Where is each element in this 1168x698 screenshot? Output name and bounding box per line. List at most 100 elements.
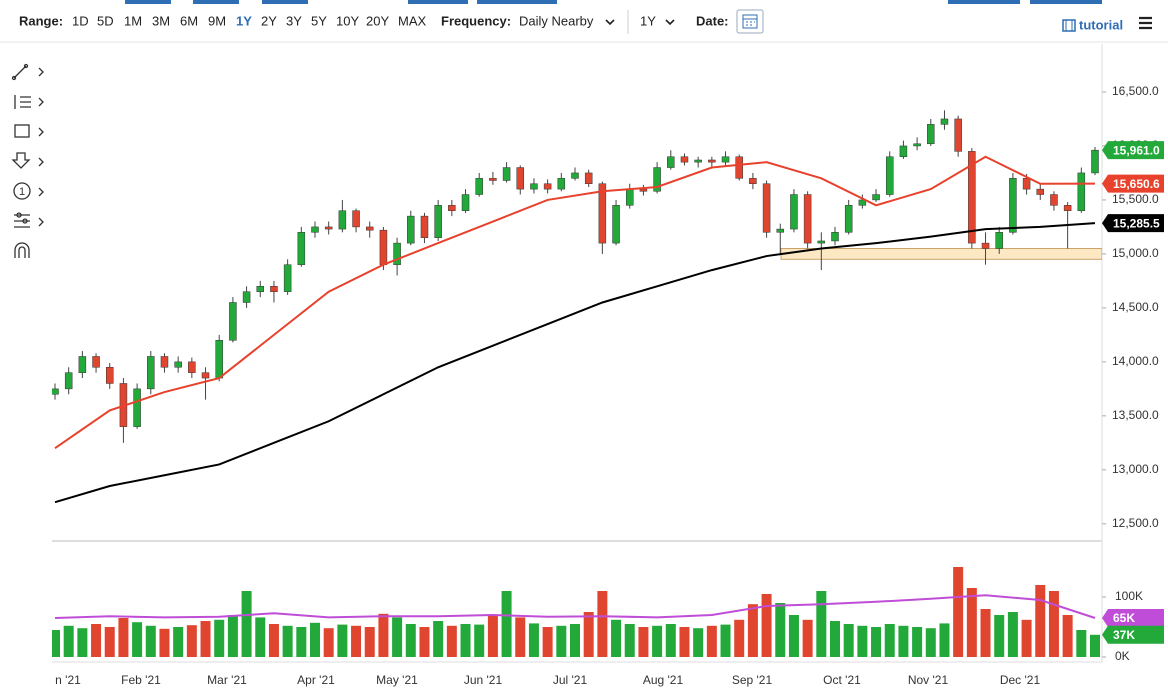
line	[54, 155, 1096, 450]
plot-area	[52, 110, 1102, 657]
candle-body	[776, 228, 785, 233]
candle-body	[105, 367, 114, 384]
tutorial-icon[interactable]	[1062, 19, 1076, 32]
candle-body	[324, 226, 333, 230]
volume-bar	[268, 624, 279, 657]
candle-body	[434, 205, 442, 238]
volume-bar	[241, 591, 252, 657]
support-zone	[780, 248, 1102, 260]
volume-bar	[1007, 612, 1018, 657]
volume-bar	[734, 619, 745, 657]
volume-bar	[583, 612, 594, 657]
candle-body	[1022, 178, 1031, 190]
candle-body	[680, 156, 689, 163]
range-button[interactable]: 5Y	[311, 13, 327, 28]
volume-bar	[1048, 591, 1059, 657]
range-button[interactable]: 3Y	[286, 13, 302, 28]
candle-body	[174, 361, 182, 368]
range-button[interactable]: 10Y	[336, 13, 359, 28]
candle-body	[352, 210, 360, 228]
y-tick-label: 0K	[1115, 649, 1130, 663]
range-button[interactable]: 3M	[152, 13, 170, 28]
x-tick-label: Aug '21	[643, 673, 684, 687]
volume-bar	[816, 591, 827, 657]
candle-body	[913, 143, 921, 147]
candle-body	[64, 372, 73, 390]
frequency-select[interactable]: Daily Nearby	[519, 13, 594, 28]
candle-body	[147, 356, 155, 390]
x-tick-label: Nov '21	[908, 673, 949, 687]
range-button[interactable]: 1D	[72, 13, 89, 28]
drawing-tools[interactable]	[11, 63, 44, 259]
candle-body	[338, 210, 347, 230]
volume-bar	[104, 627, 115, 657]
candle-body	[256, 286, 265, 292]
candle-body	[407, 215, 415, 244]
volume-bar	[378, 613, 389, 657]
volume-bar	[953, 567, 964, 657]
volume-bar	[966, 588, 977, 657]
range-button[interactable]: 6M	[180, 13, 198, 28]
period-select[interactable]: 1Y	[640, 13, 656, 28]
candle-body	[803, 194, 812, 244]
candle-body	[981, 242, 990, 249]
volume-bar	[351, 625, 362, 657]
volume-bar	[118, 618, 129, 657]
price-badge	[1102, 141, 1164, 160]
candle-body	[365, 226, 374, 231]
range-button[interactable]: 1Y	[236, 13, 252, 28]
volume-bar	[255, 617, 266, 657]
candle-body	[1077, 172, 1086, 211]
candle-body	[270, 286, 278, 292]
volume-bar	[460, 624, 471, 657]
candle-body	[762, 183, 771, 233]
price-badge-label: 15,650.6	[1113, 177, 1160, 191]
range-button[interactable]: 5D	[97, 13, 114, 28]
range-button[interactable]: 9M	[208, 13, 226, 28]
candle-body	[968, 151, 976, 244]
range-label: Range:	[19, 13, 63, 28]
candle-body	[612, 205, 620, 244]
candle-body	[242, 291, 251, 303]
price-badge	[1102, 174, 1164, 193]
candle-body	[311, 226, 319, 233]
volume-bar	[337, 624, 348, 657]
volume-bar	[405, 624, 416, 657]
candle-body	[940, 118, 949, 125]
volume-bar	[515, 617, 526, 657]
y-tick-label: 16,500.0	[1112, 84, 1159, 98]
volume-bar	[939, 623, 950, 657]
tutorial-link[interactable]: tutorial	[1079, 17, 1123, 32]
candle-body	[516, 167, 525, 190]
volume-bar	[871, 627, 882, 657]
y-tick-label: 15,500.0	[1112, 192, 1159, 206]
price-badge-label: 15,285.5	[1113, 216, 1160, 230]
volume-bar	[132, 622, 143, 657]
volume-bar	[761, 594, 772, 657]
x-tick-label: Apr '21	[297, 673, 335, 687]
line	[54, 594, 1096, 619]
volume-bar	[159, 628, 170, 657]
candle-body	[872, 194, 880, 201]
volume-bar	[1090, 634, 1100, 657]
candle-body	[708, 159, 716, 163]
range-button[interactable]: 2Y	[261, 13, 277, 28]
volume-bar	[1076, 630, 1087, 657]
volume-bar	[802, 619, 813, 657]
volume-bar	[323, 628, 334, 657]
range-button[interactable]: 1M	[124, 13, 142, 28]
x-tick-label: n '21	[55, 673, 81, 687]
volume-bar	[638, 627, 649, 657]
volume-bar	[200, 621, 211, 657]
price-badge-label: 65K	[1113, 611, 1135, 625]
volume-bar	[611, 619, 622, 657]
range-button[interactable]: MAX	[398, 13, 427, 28]
y-tick-label: 12,500.0	[1112, 516, 1159, 530]
candle-body	[92, 356, 100, 368]
range-button[interactable]: 20Y	[366, 13, 389, 28]
candle-body	[1036, 188, 1045, 195]
candle-body	[831, 232, 839, 242]
menu-button[interactable]	[1139, 16, 1152, 30]
calendar-button[interactable]	[736, 9, 764, 34]
candle-body	[817, 240, 826, 244]
